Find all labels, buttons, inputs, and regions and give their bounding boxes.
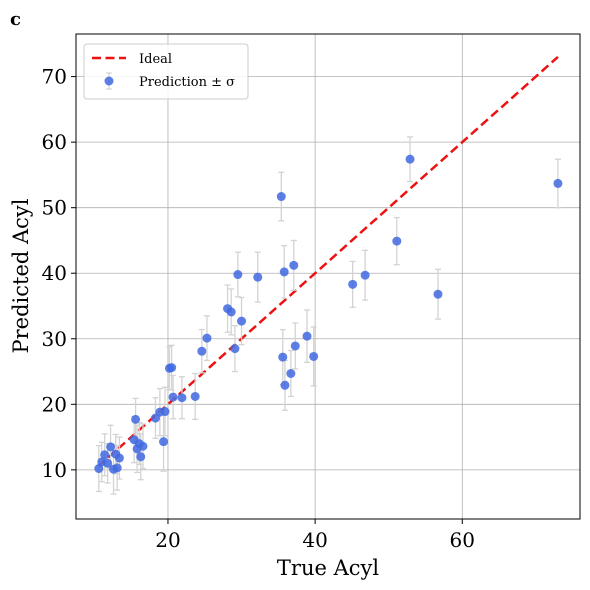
data-point	[348, 279, 358, 289]
y-tick-label: 40	[42, 261, 67, 285]
data-point	[290, 341, 300, 351]
data-point	[103, 458, 113, 468]
data-point	[202, 333, 212, 343]
y-tick-label: 20	[42, 392, 67, 416]
x-axis-title: True Acyl	[277, 556, 379, 580]
data-point	[278, 352, 288, 362]
y-tick-label: 10	[42, 458, 67, 482]
legend-prediction-label: Prediction ± σ	[139, 75, 235, 90]
legend-prediction-swatch	[104, 76, 114, 86]
data-point	[230, 344, 240, 354]
prediction-points	[94, 154, 563, 474]
ideal-line	[97, 56, 559, 468]
x-tick-label: 60	[450, 528, 475, 552]
grid-lines-x	[167, 34, 463, 519]
data-point	[114, 453, 124, 463]
data-point	[136, 452, 146, 462]
data-point	[190, 391, 200, 401]
data-point	[360, 270, 370, 280]
data-point	[309, 351, 319, 361]
y-tick-label: 60	[42, 130, 67, 154]
data-point	[112, 463, 122, 473]
data-point	[286, 369, 296, 378]
data-point	[159, 437, 169, 447]
data-point	[167, 363, 177, 373]
data-point	[553, 178, 563, 188]
legend-ideal-label: Ideal	[139, 52, 172, 67]
data-point	[276, 192, 286, 202]
data-point	[100, 450, 110, 460]
y-axis-title: Predicted Acyl	[9, 198, 33, 353]
data-point	[233, 270, 243, 280]
data-point	[168, 392, 178, 402]
x-tick-label: 40	[302, 528, 327, 552]
y-tick-label: 70	[42, 65, 67, 89]
data-point	[226, 307, 236, 317]
data-point	[280, 380, 290, 390]
plot-frame	[75, 33, 581, 520]
data-point	[392, 236, 402, 246]
data-point	[253, 272, 263, 282]
y-axis: 10 20 30 40 50 60 70	[42, 65, 76, 482]
y-tick-label: 30	[42, 327, 67, 351]
y-tick-label: 50	[42, 196, 67, 220]
data-point	[433, 289, 443, 299]
data-point	[138, 441, 148, 451]
data-point	[177, 393, 187, 403]
data-point	[302, 331, 312, 341]
data-point	[237, 316, 247, 326]
data-point	[289, 260, 299, 270]
data-point	[131, 414, 141, 424]
x-axis: 20 40 60	[155, 519, 475, 552]
panel-label: c	[10, 9, 21, 30]
legend: Ideal Prediction ± σ	[83, 43, 249, 100]
data-point	[279, 267, 289, 277]
data-point	[160, 407, 170, 417]
data-point	[405, 154, 415, 164]
data-point	[197, 346, 207, 356]
x-tick-label: 20	[155, 528, 180, 552]
data-point	[106, 442, 116, 452]
grid-lines-y	[76, 76, 580, 471]
